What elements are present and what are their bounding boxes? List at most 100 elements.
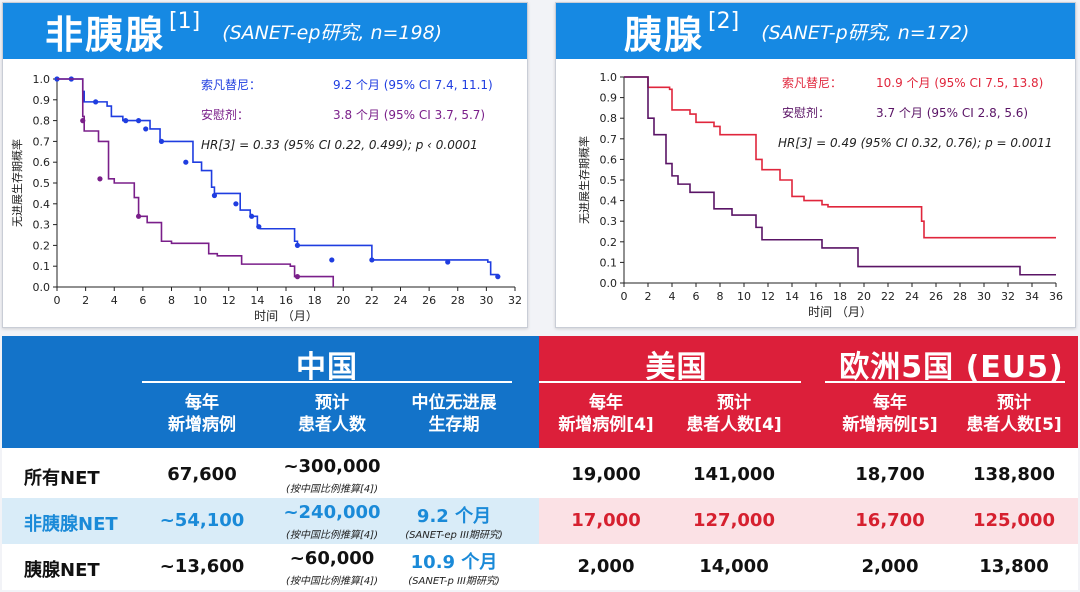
censor-mark bbox=[143, 126, 149, 132]
y-tick-label: 0.7 bbox=[33, 135, 51, 148]
y-axis-label: 无进展生存期概率 bbox=[10, 139, 24, 227]
x-tick-label: 24 bbox=[394, 294, 408, 307]
right-panel-subtitle: (SANET-p研究, n=172) bbox=[761, 21, 970, 44]
x-tick-label: 12 bbox=[222, 294, 236, 307]
censor-mark bbox=[294, 242, 301, 248]
x-tick-label: 6 bbox=[693, 290, 700, 303]
cn-prevalence-cell: ~60,000 bbox=[289, 548, 375, 569]
y-tick-label: 0.9 bbox=[33, 94, 51, 107]
cn-incidence-header-l1: 每年 bbox=[185, 393, 219, 413]
km-curve-安慰剂 bbox=[624, 76, 1056, 276]
eu-incidence-cell: 2,000 bbox=[861, 556, 919, 577]
right-km-chart: 0.00.10.20.30.40.50.60.70.80.91.00 2 4 6 8 10… bbox=[577, 71, 1063, 319]
table-row: 胰腺NET ~13,600 ~60,000 (按中国比例推算[4]) 10.9 … bbox=[2, 544, 1078, 590]
censor-mark bbox=[80, 118, 86, 124]
censor-mark bbox=[495, 274, 501, 280]
censor-mark bbox=[93, 99, 99, 105]
y-tick-label: 0.9 bbox=[600, 92, 618, 105]
left-panel-header: 非胰腺 [1] (SANET-ep研究, n=198) bbox=[3, 3, 527, 59]
cn-prevalence-note: (按中国比例推算[4]) bbox=[286, 576, 378, 587]
legend-drug1-label: 索凡替尼： bbox=[201, 78, 261, 92]
x-tick-label: 6 bbox=[139, 294, 146, 307]
x-tick-label: 22 bbox=[881, 290, 895, 303]
table-row: 所有NET 67,600 ~300,000 (按中国比例推算[4]) 19,00… bbox=[2, 452, 1078, 498]
x-tick-label: 16 bbox=[809, 290, 823, 303]
cn-prevalence-note: (按中国比例推算[4]) bbox=[286, 484, 378, 495]
china-header: 中国 每年 新增病例 预计 患者人数 中位无进展 生存期 bbox=[2, 336, 539, 448]
x-tick-label: 2 bbox=[82, 294, 89, 307]
cn-incidence-cell: ~54,100 bbox=[159, 510, 245, 531]
y-tick-label: 1.0 bbox=[33, 73, 51, 86]
y-tick-label: 0.6 bbox=[33, 156, 51, 169]
y-tick-label: 0.7 bbox=[600, 133, 618, 146]
pfs-note: (SANET-p III期研究) bbox=[408, 576, 500, 587]
cn-pfs-header: 中位无进展 生存期 bbox=[394, 392, 514, 436]
legend-hr: HR[3] = 0.33 (95% CI 0.22, 0.499); p ‹ 0… bbox=[201, 138, 478, 152]
x-tick-label: 30 bbox=[479, 294, 493, 307]
eu-incidence-header-l1: 每年 bbox=[873, 393, 907, 413]
eu-prevalence-header: 预计 患者人数[5] bbox=[949, 392, 1079, 436]
y-tick-label: 1.0 bbox=[600, 71, 618, 84]
y-tick-label: 0.4 bbox=[33, 198, 51, 211]
censor-mark bbox=[135, 118, 142, 124]
x-tick-label: 10 bbox=[737, 290, 751, 303]
legend-drug1-value: 9.2 个月 (95% CI 7.4, 11.1) bbox=[333, 78, 493, 92]
y-tick-label: 0.1 bbox=[33, 260, 51, 273]
x-tick-label: 32 bbox=[508, 294, 522, 307]
y-tick-label: 0.2 bbox=[600, 236, 618, 249]
legend-hr: HR[3] = 0.49 (95% CI 0.32, 0.76); p = 0.… bbox=[778, 136, 1052, 150]
china-title: 中国 bbox=[296, 350, 358, 385]
row-us-part: 19,000 141,000 18,700 138,800 bbox=[539, 452, 1078, 498]
y-tick-label: 0.3 bbox=[600, 215, 618, 228]
us-prevalence-cell: 14,000 bbox=[699, 556, 769, 577]
us-incidence-header-l1: 每年 bbox=[589, 393, 623, 413]
x-tick-label: 4 bbox=[111, 294, 118, 307]
epidemiology-table: 中国 每年 新增病例 预计 患者人数 中位无进展 生存期 美国 欧洲5国 (EU… bbox=[2, 336, 1078, 590]
x-tick-label: 20 bbox=[857, 290, 871, 303]
row-label: 胰腺NET bbox=[24, 560, 100, 581]
x-tick-label: 14 bbox=[250, 294, 264, 307]
eu-prevalence-cell: 125,000 bbox=[973, 510, 1055, 531]
eu-prevalence-cell: 138,800 bbox=[973, 464, 1055, 485]
censor-mark bbox=[158, 138, 165, 144]
censor-mark bbox=[445, 259, 451, 265]
censor-mark bbox=[211, 192, 218, 199]
censor-mark bbox=[329, 257, 335, 263]
cn-prevalence-cell: ~240,000 bbox=[283, 502, 381, 523]
x-tick-label: 28 bbox=[953, 290, 967, 303]
x-tick-label: 34 bbox=[1025, 290, 1039, 303]
eu-divider bbox=[825, 381, 1065, 383]
us-prevalence-cell: 141,000 bbox=[693, 464, 775, 485]
us-incidence-cell: 2,000 bbox=[577, 556, 635, 577]
row-cn-part: 非胰腺NET ~54,100 ~240,000 (按中国比例推算[4]) 9.2… bbox=[2, 498, 539, 544]
x-tick-label: 36 bbox=[1049, 290, 1063, 303]
table-row: 非胰腺NET ~54,100 ~240,000 (按中国比例推算[4]) 9.2… bbox=[2, 498, 1078, 544]
x-tick-label: 0 bbox=[54, 294, 61, 307]
left-panel-subtitle: (SANET-ep研究, n=198) bbox=[222, 21, 443, 44]
y-tick-label: 0.5 bbox=[33, 177, 51, 190]
eu-incidence-header-l2: 新增病例[5] bbox=[842, 415, 938, 435]
cn-incidence-cell: 67,600 bbox=[167, 464, 237, 485]
y-axis-label: 无进展生存期概率 bbox=[577, 136, 591, 224]
us-title: 美国 bbox=[645, 350, 708, 385]
censor-mark bbox=[294, 274, 301, 280]
cn-prevalence-note: (按中国比例推算[4]) bbox=[286, 530, 378, 541]
y-tick-label: 0.1 bbox=[600, 256, 618, 269]
eu-prevalence-cell: 13,800 bbox=[979, 556, 1049, 577]
x-tick-label: 18 bbox=[308, 294, 322, 307]
us-prevalence-cell: 127,000 bbox=[693, 510, 775, 531]
y-tick-label: 0.8 bbox=[33, 115, 51, 128]
eu-prevalence-header-l2: 患者人数[5] bbox=[966, 415, 1062, 435]
cn-incidence-cell: ~13,600 bbox=[159, 556, 245, 577]
us-incidence-cell: 19,000 bbox=[571, 464, 641, 485]
left-panel-ref: [1] bbox=[169, 8, 201, 34]
km-curve-安慰剂 bbox=[57, 78, 335, 287]
cn-pfs-header-l2: 生存期 bbox=[428, 415, 480, 435]
x-tick-label: 30 bbox=[977, 290, 991, 303]
us-prevalence-header-l2: 患者人数[4] bbox=[686, 415, 782, 435]
x-tick-label: 26 bbox=[422, 294, 436, 307]
eu-incidence-header: 每年 新增病例[5] bbox=[825, 392, 955, 436]
eu-incidence-cell: 18,700 bbox=[855, 464, 925, 485]
legend-drug1-label: 索凡替尼： bbox=[782, 76, 842, 90]
